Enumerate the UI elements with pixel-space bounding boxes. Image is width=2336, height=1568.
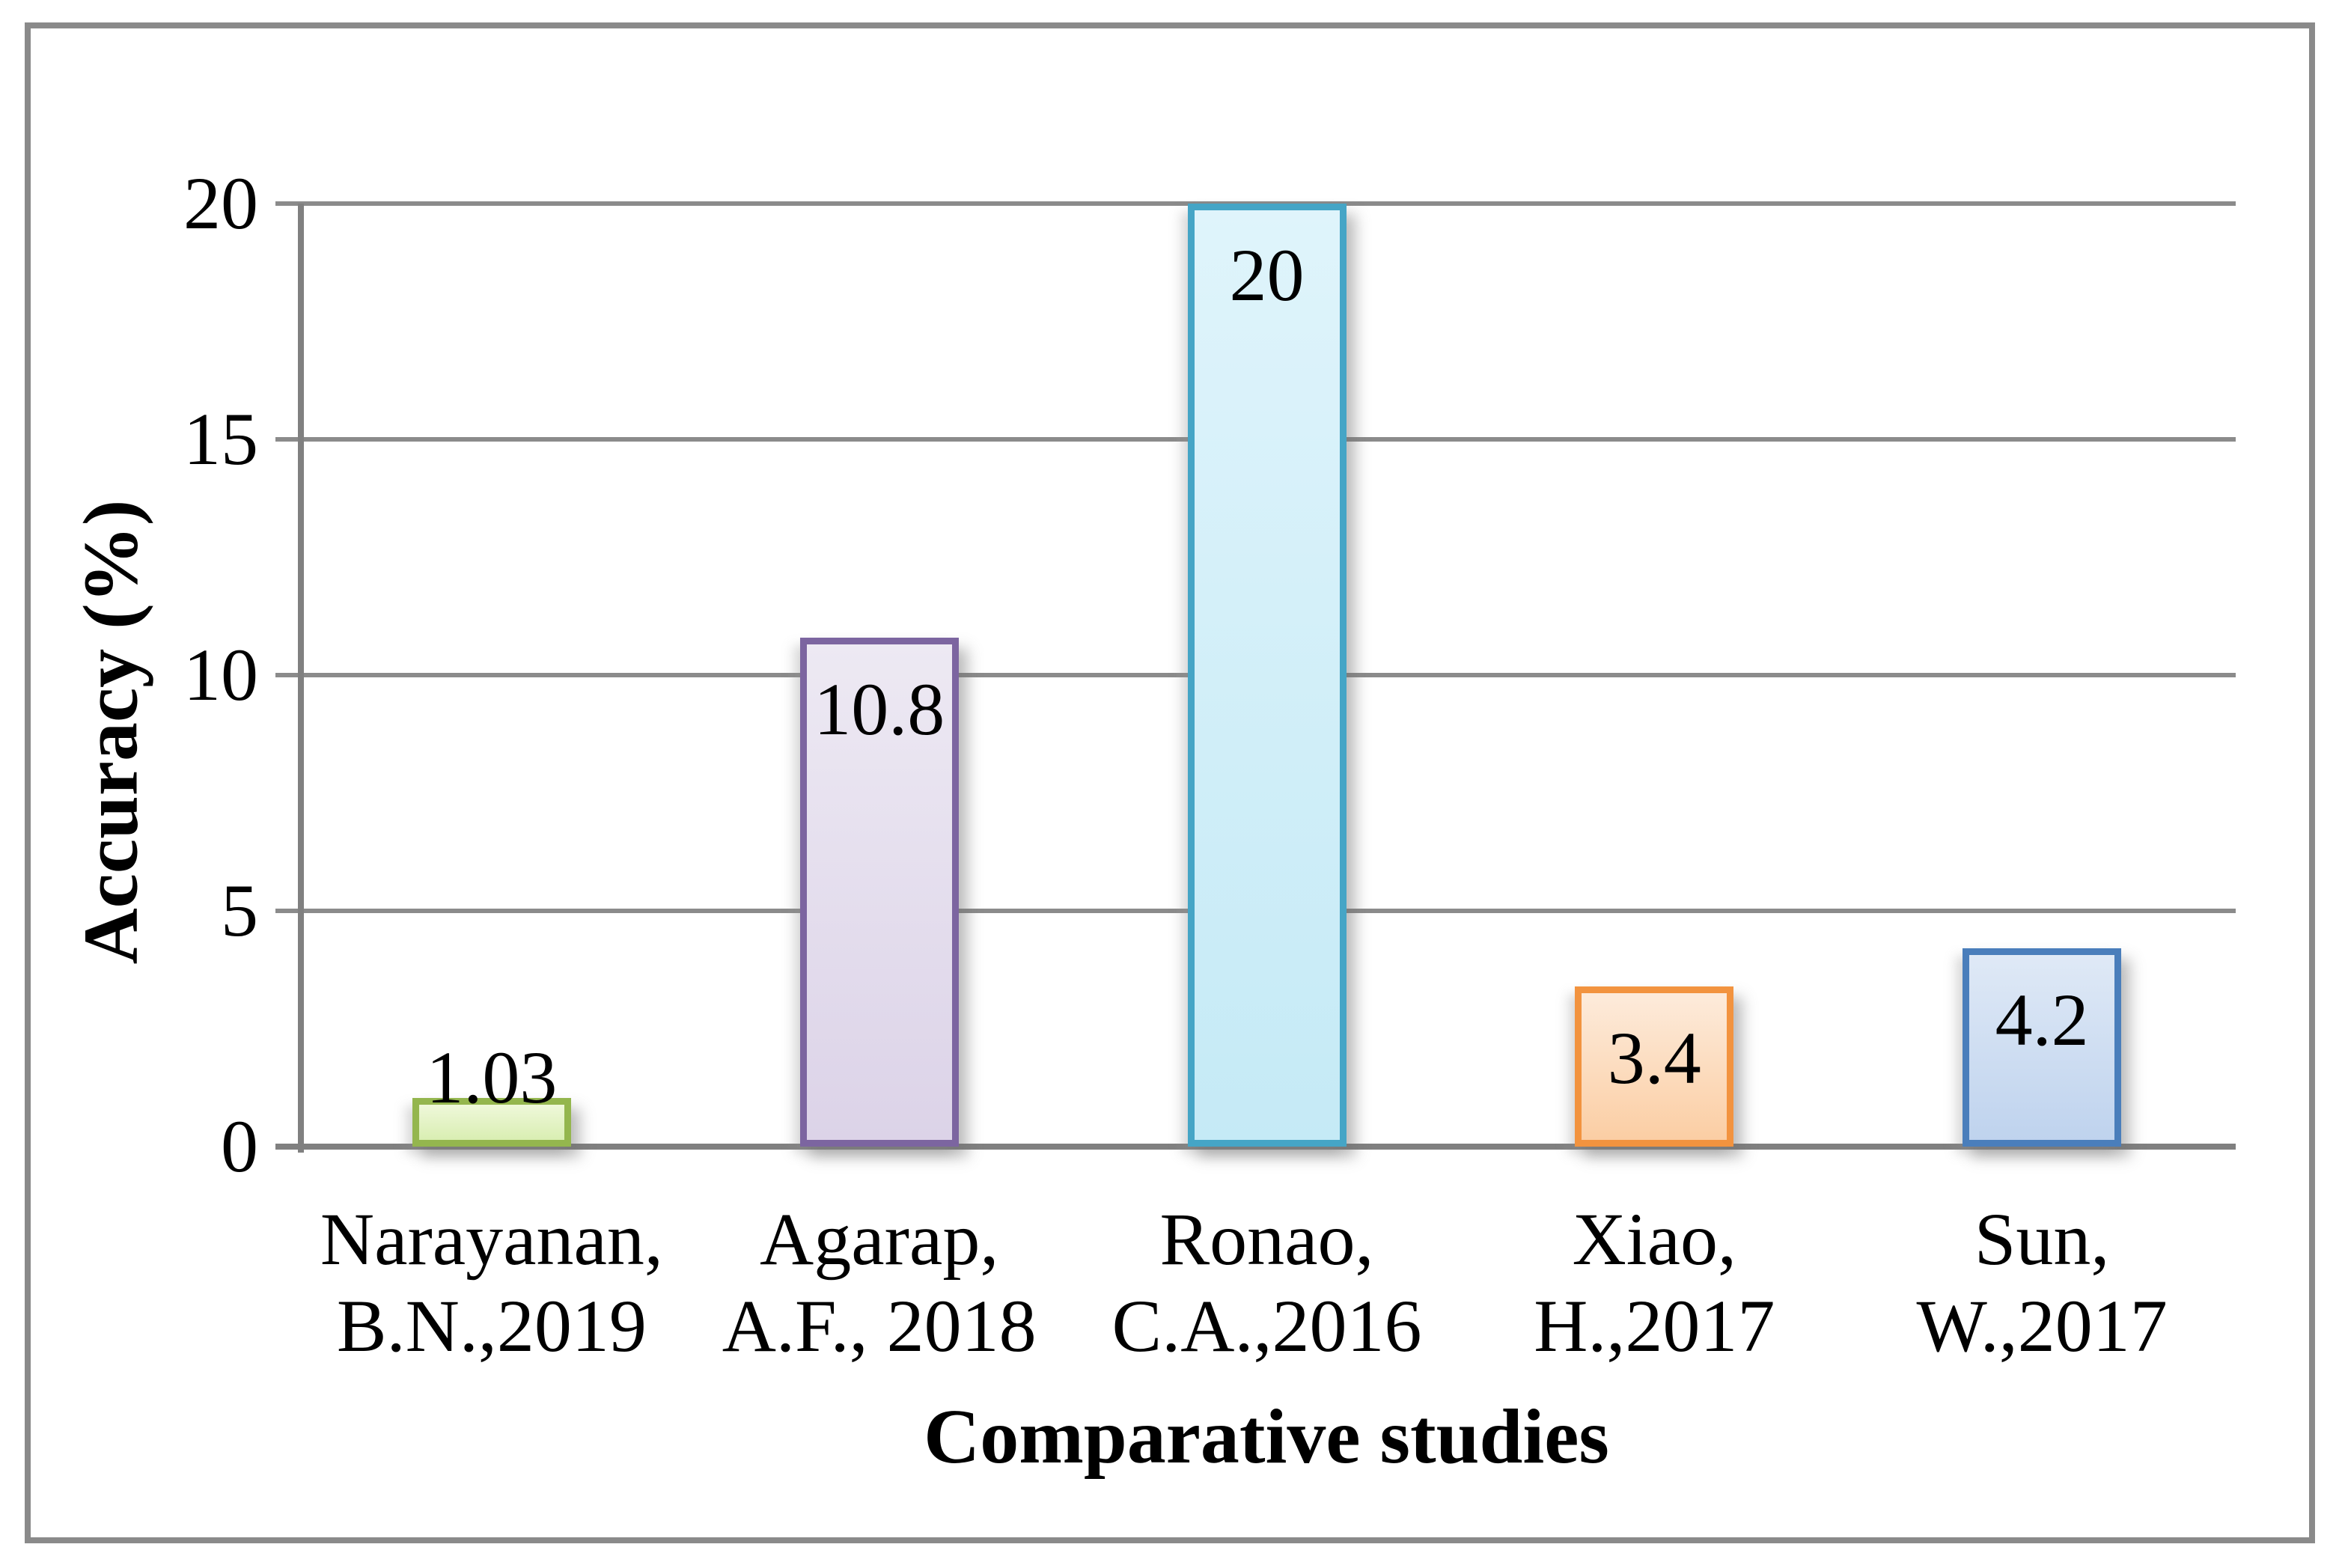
bar-orange [1575,986,1734,1147]
category-label: Sun, W.,2017 [1848,1196,2236,1370]
category-label-line: Ronao, [1159,1198,1374,1281]
y-tick-label: 20 [183,162,258,245]
category-label: Agarap, A.F., 2018 [686,1196,1073,1370]
figure-border [25,22,2315,1543]
category-label-line: H.,2017 [1534,1284,1775,1367]
bar-value-label: 3.4 [1607,1016,1701,1099]
y-tick-label: 5 [221,869,258,952]
category-label-line: Agarap, [760,1198,999,1281]
x-axis-line [275,1144,2236,1150]
y-axis-line [298,204,304,1153]
category-label-line: C.A.,2016 [1111,1284,1422,1367]
bar-cyan [1187,204,1347,1147]
category-label-line: Xiao, [1572,1198,1736,1281]
category-label: Xiao, H.,2017 [1460,1196,1848,1370]
category-label-line: B.N.,2019 [336,1284,647,1367]
bar-value-label: 1.03 [426,1036,558,1120]
category-label-line: A.F., 2018 [722,1284,1037,1367]
bar-green [412,1098,571,1147]
bar-value-label: 10.8 [814,667,945,751]
bar-value-label: 20 [1229,234,1305,317]
y-axis-title: Accuracy (%) [67,499,154,965]
category-label-line: W.,2017 [1916,1284,2168,1367]
x-axis-title: Comparative studies [924,1394,1609,1480]
category-label: Narayanan, B.N.,2019 [298,1196,686,1370]
bar-value-label: 4.2 [1995,978,2089,1062]
bar-blue [1963,948,2122,1147]
category-label: Ronao, C.A.,2016 [1073,1196,1461,1370]
bar-purple [799,637,959,1147]
category-label-line: Sun, [1974,1198,2110,1281]
y-tick-label: 15 [183,397,258,481]
category-label-line: Narayanan, [320,1198,663,1281]
y-tick-label: 0 [221,1105,258,1188]
y-tick-label: 10 [183,633,258,716]
